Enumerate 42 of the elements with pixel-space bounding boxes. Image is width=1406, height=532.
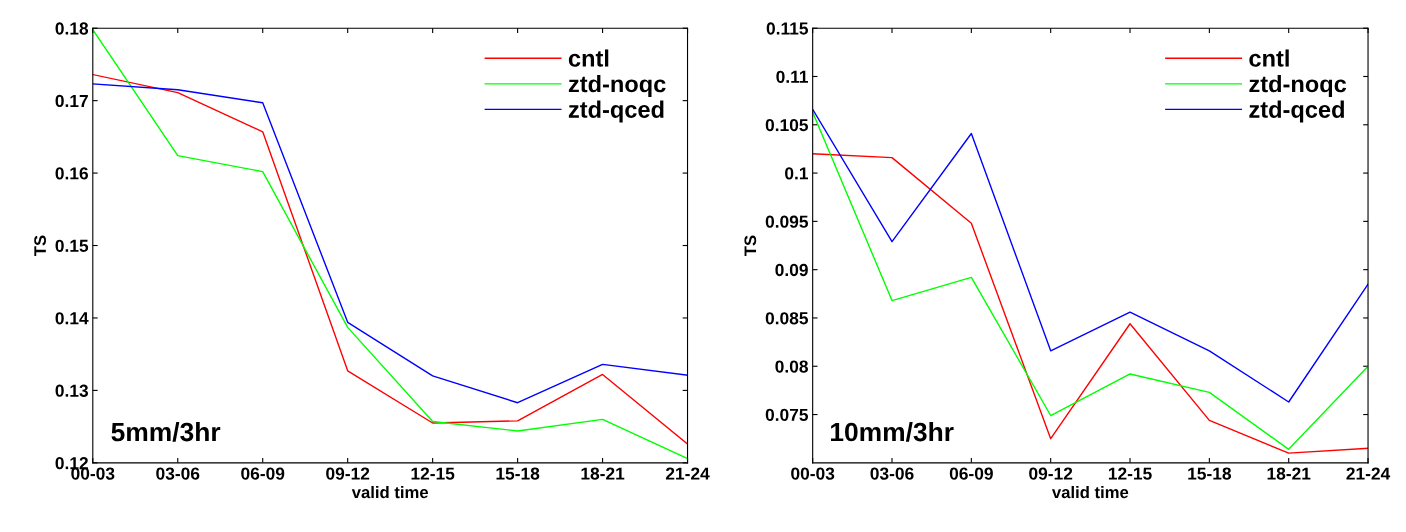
legend-label: cntl — [1249, 49, 1289, 67]
y-axis-title: TS — [34, 235, 46, 256]
legend-label: ztd-noqc — [1249, 75, 1347, 98]
y-tick-label: 0.075 — [765, 408, 809, 422]
x-axis-title: valid time — [1051, 485, 1129, 499]
legend-label: ztd-qced — [1249, 100, 1344, 123]
y-tick-label: 0.18 — [55, 22, 89, 35]
x-tick-label: 09-12 — [1029, 467, 1073, 480]
x-tick-label: 03-06 — [156, 467, 200, 480]
y-tick-label: 0.11 — [776, 70, 809, 83]
x-tick-label: 18-21 — [581, 467, 625, 480]
x-tick-label: 15-18 — [496, 467, 540, 480]
x-tick-label: 06-09 — [949, 467, 993, 480]
y-tick-label: 0.08 — [775, 360, 808, 373]
y-tick-label: 0.14 — [55, 312, 89, 325]
x-tick-label: 09-12 — [326, 467, 370, 480]
y-tick-label: 0.105 — [765, 118, 809, 132]
y-tick-label: 0.095 — [765, 215, 809, 228]
y-tick-label: 0.15 — [55, 239, 89, 252]
x-tick-label: 03-06 — [870, 467, 914, 480]
x-tick-label: 21-24 — [665, 467, 710, 480]
y-tick-label: 0.17 — [55, 94, 88, 108]
x-tick-label: 12-15 — [411, 467, 455, 480]
x-tick-label: 15-18 — [1188, 467, 1232, 480]
y-tick-label: 0.13 — [55, 384, 89, 397]
x-tick-label: 18-21 — [1267, 467, 1311, 480]
y-tick-label: 0.1 — [785, 167, 809, 180]
y-tick-label: 0.115 — [766, 22, 809, 35]
y-axis-title: TS — [744, 235, 757, 256]
x-axis-title: valid time — [351, 485, 429, 499]
x-tick-label: 00-03 — [791, 467, 835, 480]
x-tick-label: 06-09 — [241, 467, 285, 480]
y-tick-label: 0.16 — [55, 167, 89, 180]
x-tick-label: 21-24 — [1346, 467, 1391, 480]
annotation: 5mm/3hr — [111, 421, 221, 442]
y-tick-label: 0.09 — [775, 263, 808, 277]
x-tick-label: 12-15 — [1108, 467, 1152, 480]
legend-label: ztd-qced — [568, 100, 664, 123]
y-tick-label: 0.085 — [765, 312, 809, 325]
annotation: 10mm/3hr — [830, 421, 954, 442]
legend-label: ztd-noqc — [568, 75, 666, 98]
legend-label: cntl — [568, 49, 609, 67]
